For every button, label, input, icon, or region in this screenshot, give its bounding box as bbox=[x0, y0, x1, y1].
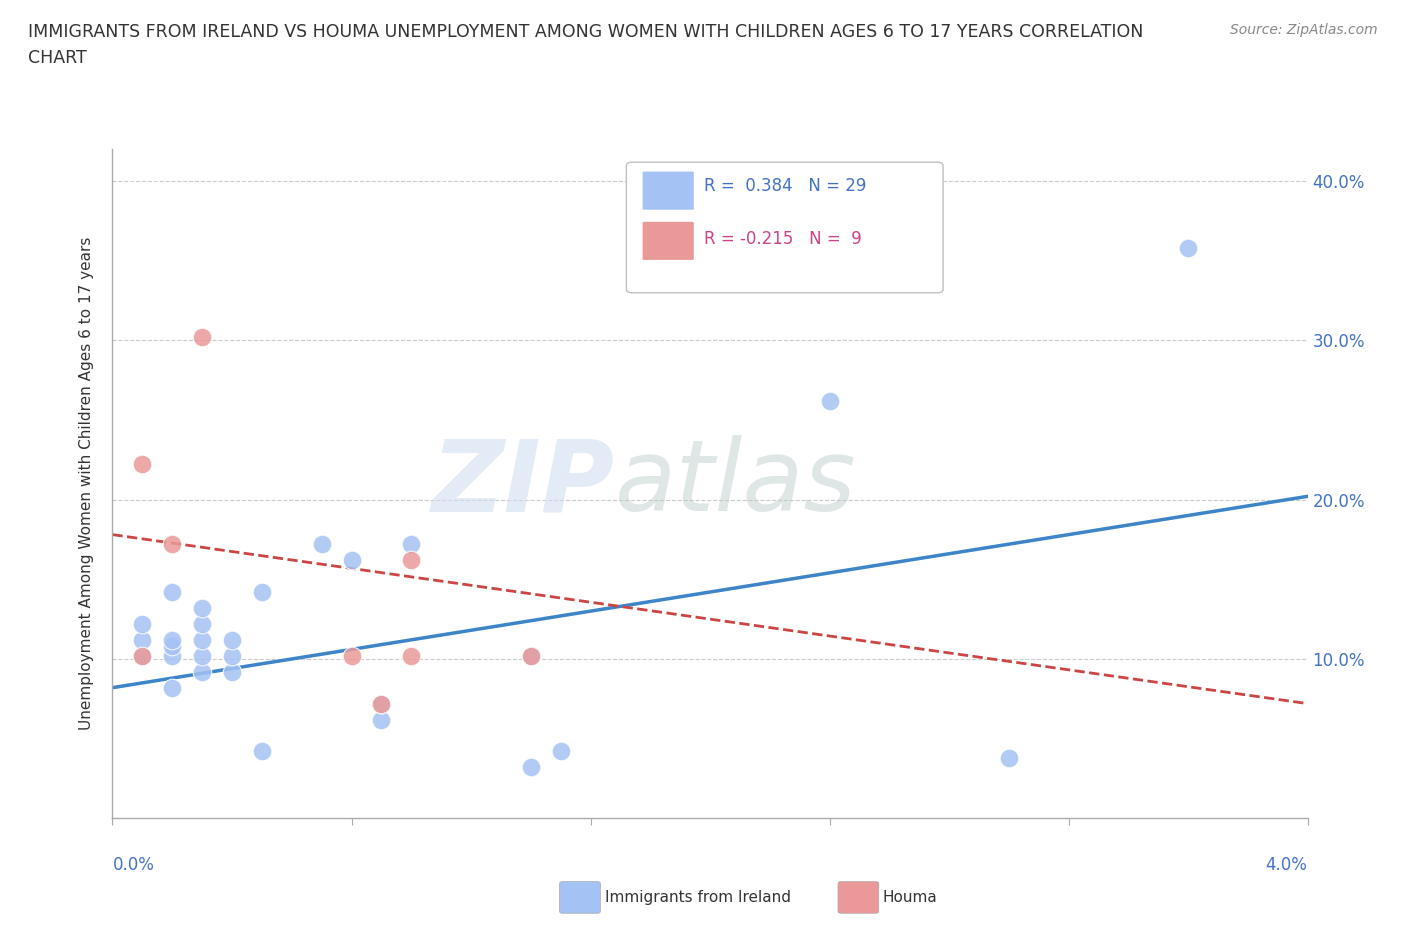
Text: Immigrants from Ireland: Immigrants from Ireland bbox=[605, 890, 790, 905]
Point bbox=[401, 537, 423, 551]
Point bbox=[191, 632, 214, 647]
Point bbox=[311, 537, 333, 551]
Text: atlas: atlas bbox=[614, 435, 856, 532]
Point bbox=[401, 552, 423, 567]
Point bbox=[340, 552, 363, 567]
Point bbox=[250, 744, 273, 759]
Point bbox=[550, 744, 572, 759]
Point bbox=[520, 760, 543, 775]
Point bbox=[131, 617, 153, 631]
Point bbox=[1177, 240, 1199, 255]
Text: CHART: CHART bbox=[28, 49, 87, 67]
Point bbox=[131, 648, 153, 663]
Text: R =  0.384   N = 29: R = 0.384 N = 29 bbox=[704, 177, 866, 194]
Point bbox=[191, 329, 214, 344]
Point bbox=[221, 632, 243, 647]
Point bbox=[370, 712, 392, 727]
Point bbox=[131, 648, 153, 663]
Point bbox=[221, 648, 243, 663]
Text: IMMIGRANTS FROM IRELAND VS HOUMA UNEMPLOYMENT AMONG WOMEN WITH CHILDREN AGES 6 T: IMMIGRANTS FROM IRELAND VS HOUMA UNEMPLO… bbox=[28, 23, 1143, 41]
Point bbox=[162, 639, 183, 654]
Point bbox=[131, 457, 153, 472]
Point bbox=[520, 648, 543, 663]
Point bbox=[340, 648, 363, 663]
FancyBboxPatch shape bbox=[643, 221, 695, 260]
Text: 4.0%: 4.0% bbox=[1265, 856, 1308, 873]
Text: R = -0.215   N =  9: R = -0.215 N = 9 bbox=[704, 231, 862, 248]
Text: Houma: Houma bbox=[883, 890, 938, 905]
Y-axis label: Unemployment Among Women with Children Ages 6 to 17 years: Unemployment Among Women with Children A… bbox=[79, 237, 94, 730]
Point bbox=[401, 648, 423, 663]
Point bbox=[191, 664, 214, 679]
Point bbox=[370, 697, 392, 711]
Point bbox=[162, 585, 183, 600]
FancyBboxPatch shape bbox=[626, 162, 943, 293]
Point bbox=[997, 751, 1019, 765]
Point bbox=[818, 393, 841, 408]
Text: Source: ZipAtlas.com: Source: ZipAtlas.com bbox=[1230, 23, 1378, 37]
Point bbox=[162, 648, 183, 663]
Point bbox=[191, 648, 214, 663]
Point bbox=[131, 632, 153, 647]
Point bbox=[520, 648, 543, 663]
Point bbox=[162, 632, 183, 647]
FancyBboxPatch shape bbox=[643, 171, 695, 210]
Point bbox=[162, 680, 183, 695]
Point bbox=[221, 664, 243, 679]
Point bbox=[162, 537, 183, 551]
Point bbox=[370, 697, 392, 711]
Point bbox=[250, 585, 273, 600]
Point bbox=[191, 617, 214, 631]
Point bbox=[191, 601, 214, 616]
Text: 0.0%: 0.0% bbox=[112, 856, 155, 873]
Text: ZIP: ZIP bbox=[432, 435, 614, 532]
